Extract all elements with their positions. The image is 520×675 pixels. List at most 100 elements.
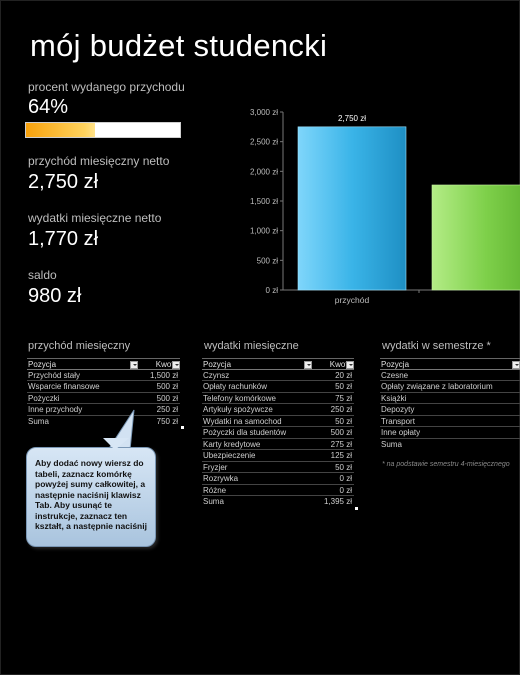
row-item-amount: 1,500 zł: [149, 370, 178, 380]
semester-footnote: * na podstawie semestru 4-miesięcznego: [382, 461, 510, 468]
header-position[interactable]: Pozycja: [380, 359, 520, 369]
row-item-name: Opłaty rachunków: [203, 382, 268, 391]
bar-wydatki[interactable]: [431, 184, 520, 291]
income-table-title: przychód miesięczny: [28, 340, 131, 352]
table-row[interactable]: Wydatki na samochod 50 zł: [202, 416, 354, 427]
net-income-value: 2,750 zł: [28, 171, 99, 193]
table-row[interactable]: Artykuły spożywcze 250 zł: [202, 404, 354, 416]
row-item-name: Artykuły spożywcze: [203, 405, 273, 414]
table-row[interactable]: Wsparcie finansowe 500 zł: [27, 381, 180, 393]
bar-przychód[interactable]: [297, 126, 407, 291]
semester-table[interactable]: Pozycja Czesne Opłaty związane z laborator…: [380, 358, 520, 450]
row-item-name: Transport: [381, 416, 415, 426]
header-amount[interactable]: Kwota: [155, 360, 180, 369]
income-table[interactable]: Pozycja Kwota Przychód stały 1,500 zł Wsparc…: [27, 358, 184, 429]
row-item-name: Inne przychody: [28, 405, 83, 414]
row-item-name: Przychód stały: [28, 370, 81, 380]
semester-table-title: wydatki w semestrze *: [382, 340, 491, 352]
total-label: Suma: [381, 439, 402, 449]
row-item-amount: 0 zł: [339, 485, 352, 495]
spent-percent-value: 64%: [28, 96, 69, 118]
filter-dropdown-icon[interactable]: [346, 360, 354, 369]
total-label: Suma: [28, 416, 49, 426]
table-row[interactable]: Inne przychody 250 zł: [27, 404, 180, 416]
row-item-name: Czynsz: [203, 370, 230, 380]
header-amount[interactable]: Kwota: [329, 360, 354, 369]
total-amount: 750 zł: [156, 416, 178, 426]
income_table-header-row: Pozycja Kwota: [27, 358, 180, 370]
table-row[interactable]: Ubezpieczenie 125 zł: [202, 450, 354, 462]
table-resize-handle[interactable]: [355, 506, 358, 510]
row-item-name: Ubezpieczenie: [203, 451, 256, 460]
x-tick-label: przychód: [335, 295, 370, 305]
row-item-name: Karty kredytowe: [203, 439, 261, 449]
table-row[interactable]: Pożyczki dla studentów 500 zł: [202, 427, 354, 439]
table-row[interactable]: Transport: [380, 416, 520, 427]
total-label: Suma: [203, 497, 224, 506]
net-expenses-label: wydatki miesięczne netto: [28, 211, 162, 225]
y-tick-label: 0 zł: [266, 286, 279, 295]
table-row[interactable]: Różne 0 zł: [202, 485, 354, 496]
table-row[interactable]: Książki: [380, 393, 520, 404]
y-tick-label: 2,000 zł: [250, 167, 278, 176]
row-item-amount: 75 zł: [335, 393, 352, 403]
row-item-amount: 500 zł: [156, 382, 178, 391]
filter-dropdown-icon[interactable]: [512, 360, 520, 369]
row-item-name: Telefony komórkowe: [203, 393, 276, 403]
table-row[interactable]: Przychód stały 1,500 zł: [27, 370, 180, 381]
table-row[interactable]: Czesne: [380, 370, 520, 381]
expense-table-title: wydatki miesięczne: [204, 340, 299, 352]
spent-percent-label: procent wydanego przychodu: [28, 80, 185, 94]
filter-dropdown-icon[interactable]: [130, 360, 138, 369]
header-position[interactable]: Pozycja: [202, 359, 312, 369]
filter-dropdown-icon[interactable]: [304, 360, 312, 369]
spent-progress-fill: [26, 123, 95, 137]
y-tick-label: 1,000 zł: [250, 227, 278, 236]
total-amount: 1,395 zł: [323, 497, 352, 506]
table-row[interactable]: Fryzjer 50 zł: [202, 462, 354, 473]
balance-label: saldo: [28, 268, 57, 282]
table-row[interactable]: Opłaty rachunków 50 zł: [202, 381, 354, 393]
filter-dropdown-icon[interactable]: [172, 360, 180, 369]
row-item-name: Wsparcie finansowe: [28, 382, 100, 391]
table-row[interactable]: Czynsz 20 zł: [202, 370, 354, 381]
table-total-row: Suma 1,395 zł: [202, 496, 354, 508]
net-expenses-value: 1,770 zł: [28, 228, 99, 250]
callout-pointer-join: [103, 438, 129, 450]
spent-progress-bar: [25, 122, 181, 138]
y-tick-label: 3,000 zł: [250, 108, 278, 117]
table-row[interactable]: Telefony komórkowe 75 zł: [202, 393, 354, 404]
table-row[interactable]: Inne opłaty: [380, 427, 520, 439]
row-item-amount: 0 zł: [339, 474, 352, 483]
table-row[interactable]: Rozrywka 0 zł: [202, 473, 354, 485]
table-row[interactable]: Pożyczki 500 zł: [27, 393, 180, 404]
row-item-amount: 50 zł: [335, 416, 352, 426]
table-resize-handle[interactable]: [181, 426, 184, 429]
table-total-row: Suma: [380, 439, 520, 451]
instruction-callout-text: Aby dodać nowy wiersz do tabeli, zaznacz…: [35, 458, 147, 531]
table-row[interactable]: Opłaty związane z laboratorium: [380, 381, 520, 393]
y-tick-label: 2,500 zł: [250, 138, 278, 147]
row-item-name: Różne: [203, 485, 227, 495]
y-tick-label: 1,500 zł: [250, 197, 278, 206]
row-item-name: Pożyczki dla studentów: [203, 428, 287, 437]
balance-value: 980 zł: [28, 285, 82, 307]
table-row[interactable]: Depozyty: [380, 404, 520, 416]
row-item-name: Wydatki na samochod: [203, 416, 282, 426]
row-item-name: Fryzjer: [203, 462, 228, 472]
header-position[interactable]: Pozycja: [27, 359, 138, 369]
expense-table[interactable]: Pozycja Kwota Czynsz 20 zł Opłaty rachunków 5…: [202, 358, 358, 510]
semester_table-header-row: Pozycja: [380, 358, 520, 370]
row-item-name: Opłaty związane z laboratorium: [381, 382, 493, 391]
row-item-name: Inne opłaty: [381, 428, 421, 437]
bar-data-label: 2,750 zł: [338, 114, 366, 123]
table-total-row: Suma 750 zł: [27, 416, 180, 428]
row-item-amount: 125 zł: [330, 451, 352, 460]
row-item-amount: 20 zł: [335, 370, 352, 380]
row-item-name: Książki: [381, 393, 407, 403]
income-expense-chart[interactable]: 0 zł 500 zł 1,000 zł 1,500 zł 2,000 zł 2,500 …: [225, 100, 520, 315]
row-item-name: Depozyty: [381, 405, 415, 414]
table-row[interactable]: Karty kredytowe 275 zł: [202, 439, 354, 450]
instruction-callout[interactable]: Aby dodać nowy wiersz do tabeli, zaznacz…: [26, 447, 156, 547]
y-tick-label: 500 zł: [257, 256, 279, 265]
